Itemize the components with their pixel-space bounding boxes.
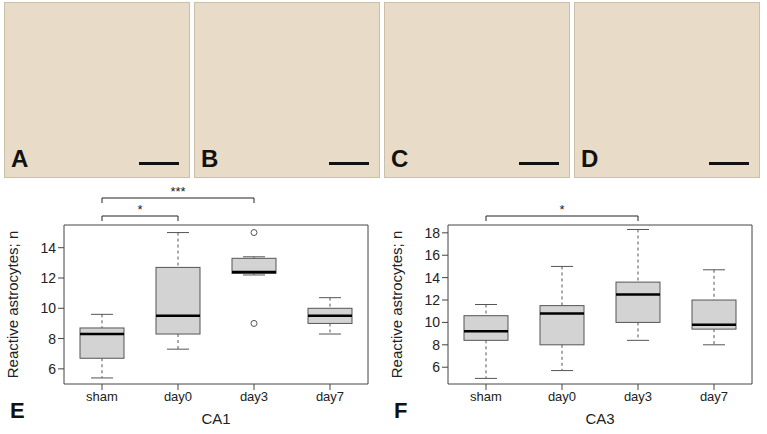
html-text:E: E [10,398,25,423]
svg-text:day0: day0 [164,389,192,404]
svg-text:day7: day7 [700,389,728,404]
svg-text:sham: sham [86,389,118,404]
svg-text:*: * [137,202,142,217]
svg-text:18: 18 [424,225,440,241]
svg-text:6: 6 [48,361,56,377]
html-text:A: A [11,145,29,172]
svg-text:day0: day0 [548,389,576,404]
svg-text:day3: day3 [624,389,652,404]
html-text:F: F [394,398,408,423]
svg-text:14: 14 [424,270,440,286]
svg-text:day3: day3 [240,389,268,404]
svg-text:Reactive astrocytes; n: Reactive astrocytes; n [388,231,405,379]
svg-text:*: * [559,202,564,217]
svg-text:Reactive astrocytes; n: Reactive astrocytes; n [4,231,21,379]
svg-text:12: 12 [40,270,56,286]
svg-text:6: 6 [432,359,440,375]
html-text:C: C [391,145,409,172]
svg-text:12: 12 [424,292,440,308]
html-text:D: D [581,145,599,172]
svg-text:14: 14 [40,240,56,256]
svg-text:***: *** [170,184,185,199]
svg-text:16: 16 [424,247,440,263]
svg-text:day7: day7 [316,389,344,404]
svg-text:10: 10 [424,314,440,330]
svg-text:8: 8 [48,331,56,347]
svg-text:8: 8 [432,337,440,353]
svg-text:10: 10 [40,300,56,316]
svg-text:CA3: CA3 [585,410,614,427]
svg-text:sham: sham [470,389,502,404]
html-text:B: B [201,145,219,172]
svg-text:CA1: CA1 [201,410,230,427]
